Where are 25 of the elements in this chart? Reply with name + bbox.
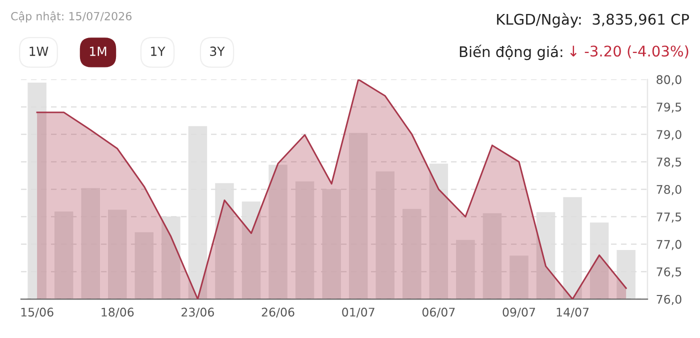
y-tick-label: 79,0 — [656, 130, 682, 140]
text: Biến động giá: — [460, 44, 562, 60]
text: 1M — [90, 46, 106, 56]
y-tick-label: 78,0 — [656, 185, 682, 196]
x-tick-label: 06/07 — [422, 308, 455, 318]
y-tick-label: 80,0 — [656, 75, 682, 86]
x-tick-label: 18/06 — [102, 308, 134, 318]
x-tick-label: 01/07 — [342, 308, 374, 318]
x-tick-label: 26/06 — [262, 308, 294, 318]
text: Cập nhật: 15/07/2026 — [11, 11, 132, 22]
y-tick-label: 78,5 — [656, 158, 682, 168]
y-tick-label: 79,5 — [656, 102, 682, 113]
y-tick-label: 76,5 — [656, 267, 682, 278]
text: KLGD/Ngày: 3,835,961 CP — [497, 12, 689, 28]
text: ↓ -3.20 (-4.03%) — [570, 45, 688, 58]
y-tick-label: 77,0 — [656, 240, 682, 250]
x-tick-label: 14/07 — [556, 308, 589, 318]
y-tick-label: 77,5 — [656, 212, 682, 223]
y-tick-label: 76,0 — [656, 294, 682, 305]
x-tick-label: 15/06 — [21, 308, 54, 318]
x-tick-label: 09/07 — [502, 308, 535, 318]
text: 1Y — [151, 46, 166, 56]
text: 1W — [30, 46, 48, 56]
text: 3Y — [210, 46, 225, 56]
x-tick-label: 23/06 — [182, 308, 214, 318]
